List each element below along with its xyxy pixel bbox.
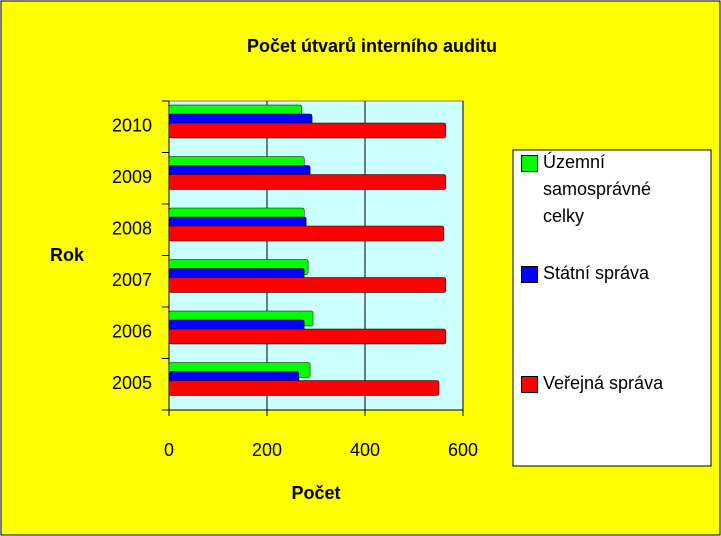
y-tick-label: 2005 — [112, 373, 152, 393]
bar — [168, 328, 447, 345]
legend-box — [512, 149, 712, 467]
legend-label: Územní samosprávné celky — [543, 152, 652, 226]
legend-swatch — [521, 376, 538, 393]
y-axis-title: Rok — [50, 245, 85, 265]
x-tick-label: 0 — [164, 440, 174, 460]
bar — [168, 225, 445, 242]
x-tick-label: 400 — [350, 440, 380, 460]
x-axis-title: Počet — [291, 483, 340, 503]
bar — [168, 174, 447, 190]
y-tick-label: 2006 — [112, 322, 152, 342]
y-tick-label: 2010 — [112, 116, 152, 136]
x-tick-label: 600 — [448, 440, 478, 460]
legend-label: Veřejná správa — [543, 373, 664, 393]
plot-area — [168, 100, 464, 411]
bar — [168, 277, 447, 293]
legend-swatch — [521, 266, 538, 283]
x-tick-label: 200 — [252, 440, 282, 460]
y-tick-label: 2009 — [112, 167, 152, 187]
legend-label: Státní správa — [543, 263, 650, 283]
legend-swatch — [521, 155, 538, 172]
y-tick-label: 2007 — [112, 270, 152, 290]
y-tick-label: 2008 — [112, 219, 152, 239]
bar — [168, 380, 440, 396]
chart-title: Počet útvarů interního auditu — [247, 36, 497, 56]
bar — [168, 122, 447, 139]
